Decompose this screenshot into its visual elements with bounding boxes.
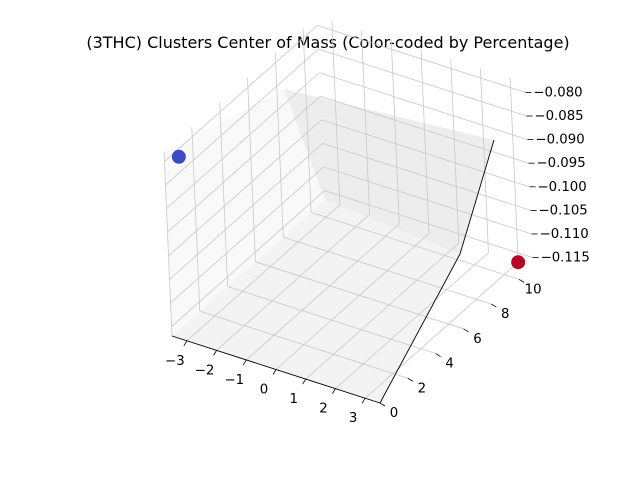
grid-line-x-floor xyxy=(186,204,341,342)
scatter-point xyxy=(511,255,526,270)
grid-line-z-side xyxy=(169,143,323,280)
grid-line-x-floor xyxy=(305,242,459,380)
grid-line-x-floor xyxy=(275,233,430,370)
y-tick xyxy=(435,353,441,357)
x-tick xyxy=(272,369,277,375)
grid-line-z-back xyxy=(319,72,528,140)
y-tick-label: 4 xyxy=(445,357,453,372)
grid-line-x-back xyxy=(509,78,519,263)
grid-line-z-side xyxy=(170,166,324,304)
grid-line-x-back xyxy=(390,39,400,224)
z-tick-label: −0.085 xyxy=(534,109,583,124)
grid-line-y-floor xyxy=(255,261,464,330)
z-tick-label: −0.110 xyxy=(540,227,589,242)
chart-title: (3THC) Clusters Center of Mass (Color-co… xyxy=(86,33,570,52)
grid-line-y-side xyxy=(163,151,173,337)
y-tick xyxy=(491,303,497,308)
grid-line-z-side xyxy=(167,95,321,233)
y-tick xyxy=(407,377,414,382)
grid-line-y-floor xyxy=(199,310,408,379)
grid-lines xyxy=(163,20,533,404)
y-tick xyxy=(463,328,469,333)
z-tick-label: −0.100 xyxy=(538,180,587,195)
grid-line-y-floor xyxy=(227,286,436,354)
x-tick-label: −3 xyxy=(165,354,185,369)
x-tick xyxy=(213,350,217,356)
grid-line-x-floor xyxy=(335,252,489,389)
grid-line-x-floor xyxy=(246,223,400,361)
grid-line-z-back xyxy=(320,95,529,164)
y-tick-label: 2 xyxy=(418,381,426,396)
grid-line-z-side xyxy=(165,48,319,186)
x-tick-label: 0 xyxy=(260,383,268,398)
grid-line-x-back xyxy=(331,20,341,205)
x-tick xyxy=(332,388,336,394)
grid-line-x-floor xyxy=(364,261,519,399)
x-tick xyxy=(361,398,366,404)
grid-line-x-back xyxy=(420,49,430,234)
y-tick-label: 6 xyxy=(473,332,481,347)
scatter-point xyxy=(171,149,186,164)
x-tick-label: −2 xyxy=(195,363,215,378)
y-tick xyxy=(518,279,525,283)
z-axis-line xyxy=(459,139,495,255)
grid-line-z-back xyxy=(323,166,532,235)
grid-line-z-side xyxy=(166,72,320,209)
x-tick-label: 1 xyxy=(289,392,297,407)
grid-line-x-floor xyxy=(216,214,370,351)
y-tick-label: 8 xyxy=(501,307,509,322)
grid-line-x-back xyxy=(361,30,370,215)
grid-line-x-back xyxy=(480,68,489,253)
tick-marks xyxy=(183,92,539,407)
grid-line-y-floor xyxy=(310,211,520,280)
z-tick-label: −0.115 xyxy=(541,251,590,266)
y-tick-label: 10 xyxy=(525,282,542,297)
x-tick-label: 3 xyxy=(349,411,357,426)
x-tick-label: −1 xyxy=(224,373,244,388)
z-tick-label: −0.095 xyxy=(536,156,585,171)
x-tick xyxy=(183,340,188,346)
x-tick xyxy=(302,378,307,385)
grid-line-z-back xyxy=(317,25,526,93)
y-axis-line xyxy=(379,253,461,404)
grid-line-y-side xyxy=(219,102,229,287)
grid-line-y-side xyxy=(302,28,312,213)
z-tick-label: −0.090 xyxy=(535,133,584,148)
grid-line-z-back xyxy=(321,119,530,188)
y-tick-label: 0 xyxy=(390,406,398,421)
pane-floor xyxy=(172,200,460,403)
grid-line-y-side xyxy=(191,127,201,312)
x-tick-label: 2 xyxy=(319,402,327,417)
grid-line-z-back xyxy=(322,143,531,211)
z-tick-label: −0.080 xyxy=(533,85,582,100)
grid-line-y-floor xyxy=(283,236,492,305)
grid-line-z-side xyxy=(171,190,325,327)
tick-labels: −3 −2 −1 0 1 2 3 0 2 4 6 8 10 −0.115 −0.110 −0.105 −0.10… xyxy=(165,85,590,426)
x-tick xyxy=(242,359,247,366)
data-points xyxy=(171,149,526,270)
grid-line-y-side xyxy=(247,77,256,262)
grid-line-z-back xyxy=(324,190,533,258)
grid-line-z-side xyxy=(164,25,318,162)
grid-line-y-side xyxy=(274,53,284,238)
y-tick xyxy=(379,402,386,407)
grid-line-z-side xyxy=(168,119,322,257)
z-tick-label: −0.105 xyxy=(539,203,588,218)
grid-line-x-back xyxy=(450,59,460,244)
grid-line-z-back xyxy=(318,48,527,117)
